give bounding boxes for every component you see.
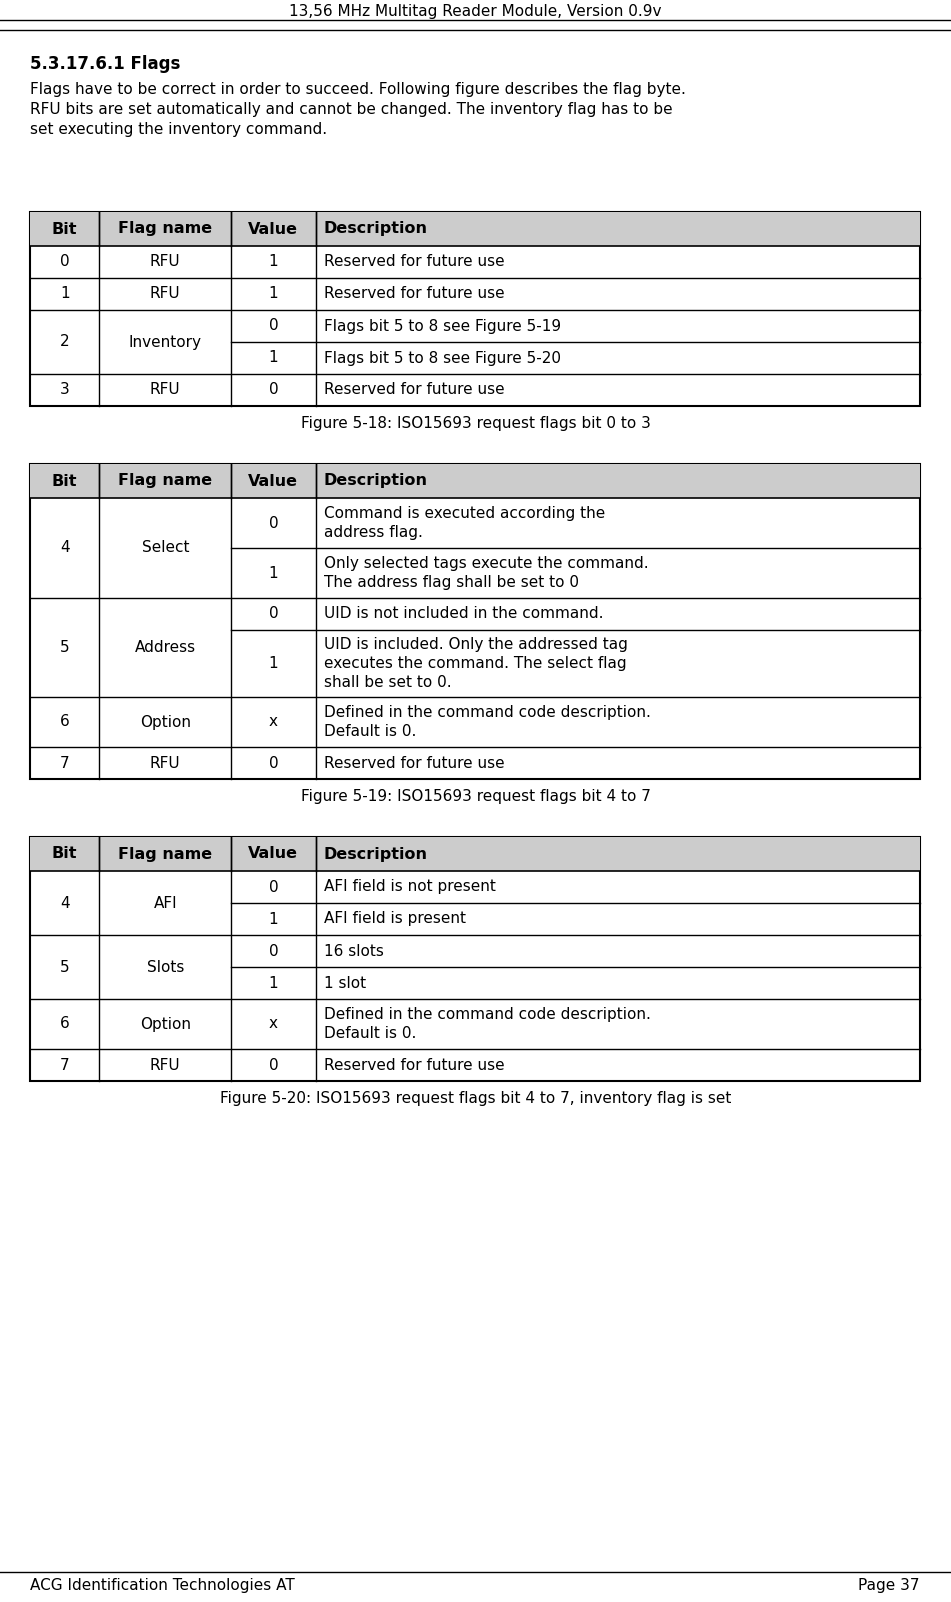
Text: RFU: RFU bbox=[150, 756, 181, 771]
Text: RFU: RFU bbox=[150, 287, 181, 301]
Text: Reserved for future use: Reserved for future use bbox=[323, 287, 504, 301]
Text: RFU: RFU bbox=[150, 1057, 181, 1072]
Text: 0: 0 bbox=[268, 516, 279, 530]
Bar bbox=[30, 465, 920, 498]
Text: 0: 0 bbox=[268, 383, 279, 397]
Text: 2: 2 bbox=[60, 335, 69, 349]
Text: 7: 7 bbox=[60, 756, 69, 771]
Text: 5: 5 bbox=[60, 960, 69, 974]
Text: 1: 1 bbox=[60, 287, 69, 301]
Text: AFI field is not present: AFI field is not present bbox=[323, 879, 495, 894]
Text: Bit: Bit bbox=[52, 846, 77, 862]
Bar bbox=[30, 465, 920, 779]
Text: Option: Option bbox=[140, 714, 191, 729]
Text: Flag name: Flag name bbox=[118, 221, 212, 237]
Text: 1: 1 bbox=[268, 655, 279, 671]
Text: 16 slots: 16 slots bbox=[323, 944, 383, 958]
Text: x: x bbox=[269, 1017, 278, 1032]
Text: Reserved for future use: Reserved for future use bbox=[323, 255, 504, 269]
Text: Description: Description bbox=[323, 221, 428, 237]
Bar bbox=[30, 836, 920, 871]
Text: 4: 4 bbox=[60, 540, 69, 556]
Text: AFI field is present: AFI field is present bbox=[323, 912, 466, 926]
Text: 1 slot: 1 slot bbox=[323, 976, 366, 990]
Text: 1: 1 bbox=[268, 566, 279, 580]
Text: 1: 1 bbox=[268, 912, 279, 926]
Text: 1: 1 bbox=[268, 976, 279, 990]
Text: 1: 1 bbox=[268, 287, 279, 301]
Text: Inventory: Inventory bbox=[128, 335, 202, 349]
Text: Flags have to be correct in order to succeed. Following figure describes the fla: Flags have to be correct in order to suc… bbox=[30, 82, 686, 136]
Text: Slots: Slots bbox=[146, 960, 184, 974]
Text: 5: 5 bbox=[60, 641, 69, 655]
Text: RFU: RFU bbox=[150, 255, 181, 269]
Text: Flag name: Flag name bbox=[118, 846, 212, 862]
Text: Figure 5-19: ISO15693 request flags bit 4 to 7: Figure 5-19: ISO15693 request flags bit … bbox=[301, 790, 650, 804]
Text: Defined in the command code description.
Default is 0.: Defined in the command code description.… bbox=[323, 705, 650, 739]
Text: Figure 5-20: ISO15693 request flags bit 4 to 7, inventory flag is set: Figure 5-20: ISO15693 request flags bit … bbox=[220, 1091, 731, 1105]
Text: 0: 0 bbox=[268, 756, 279, 771]
Text: 4: 4 bbox=[60, 896, 69, 910]
Text: RFU: RFU bbox=[150, 383, 181, 397]
Text: UID is included. Only the addressed tag
executes the command. The select flag
sh: UID is included. Only the addressed tag … bbox=[323, 638, 628, 690]
Text: 0: 0 bbox=[268, 944, 279, 958]
Text: Address: Address bbox=[135, 641, 196, 655]
Text: Option: Option bbox=[140, 1017, 191, 1032]
Text: ACG Identification Technologies AT: ACG Identification Technologies AT bbox=[30, 1578, 295, 1592]
Text: Only selected tags execute the command.
The address flag shall be set to 0: Only selected tags execute the command. … bbox=[323, 556, 649, 590]
Text: Value: Value bbox=[248, 221, 299, 237]
Text: Reserved for future use: Reserved for future use bbox=[323, 383, 504, 397]
Text: Reserved for future use: Reserved for future use bbox=[323, 756, 504, 771]
Text: Reserved for future use: Reserved for future use bbox=[323, 1057, 504, 1072]
Text: Figure 5-18: ISO15693 request flags bit 0 to 3: Figure 5-18: ISO15693 request flags bit … bbox=[301, 417, 650, 431]
Text: 1: 1 bbox=[268, 351, 279, 365]
Bar bbox=[30, 836, 920, 1081]
Text: 13,56 MHz Multitag Reader Module, Version 0.9v: 13,56 MHz Multitag Reader Module, Versio… bbox=[289, 3, 662, 19]
Text: x: x bbox=[269, 714, 278, 729]
Text: Command is executed according the
address flag.: Command is executed according the addres… bbox=[323, 506, 605, 540]
Text: 0: 0 bbox=[60, 255, 69, 269]
Text: 6: 6 bbox=[60, 1017, 69, 1032]
Text: 0: 0 bbox=[268, 1057, 279, 1072]
Bar bbox=[30, 211, 920, 247]
Text: Bit: Bit bbox=[52, 474, 77, 489]
Text: 0: 0 bbox=[268, 879, 279, 894]
Text: Select: Select bbox=[142, 540, 189, 556]
Text: 6: 6 bbox=[60, 714, 69, 729]
Text: Value: Value bbox=[248, 846, 299, 862]
Text: Flag name: Flag name bbox=[118, 474, 212, 489]
Text: 0: 0 bbox=[268, 607, 279, 622]
Text: Bit: Bit bbox=[52, 221, 77, 237]
Text: Description: Description bbox=[323, 846, 428, 862]
Text: 0: 0 bbox=[268, 319, 279, 333]
Text: Defined in the command code description.
Default is 0.: Defined in the command code description.… bbox=[323, 1008, 650, 1041]
Bar bbox=[30, 211, 920, 405]
Text: Value: Value bbox=[248, 474, 299, 489]
Text: 3: 3 bbox=[60, 383, 69, 397]
Text: Flags bit 5 to 8 see Figure 5-20: Flags bit 5 to 8 see Figure 5-20 bbox=[323, 351, 561, 365]
Text: Description: Description bbox=[323, 474, 428, 489]
Text: AFI: AFI bbox=[153, 896, 177, 910]
Text: UID is not included in the command.: UID is not included in the command. bbox=[323, 607, 603, 622]
Text: 7: 7 bbox=[60, 1057, 69, 1072]
Text: 1: 1 bbox=[268, 255, 279, 269]
Text: 5.3.17.6.1 Flags: 5.3.17.6.1 Flags bbox=[30, 54, 181, 74]
Text: Page 37: Page 37 bbox=[859, 1578, 920, 1592]
Text: Flags bit 5 to 8 see Figure 5-19: Flags bit 5 to 8 see Figure 5-19 bbox=[323, 319, 561, 333]
